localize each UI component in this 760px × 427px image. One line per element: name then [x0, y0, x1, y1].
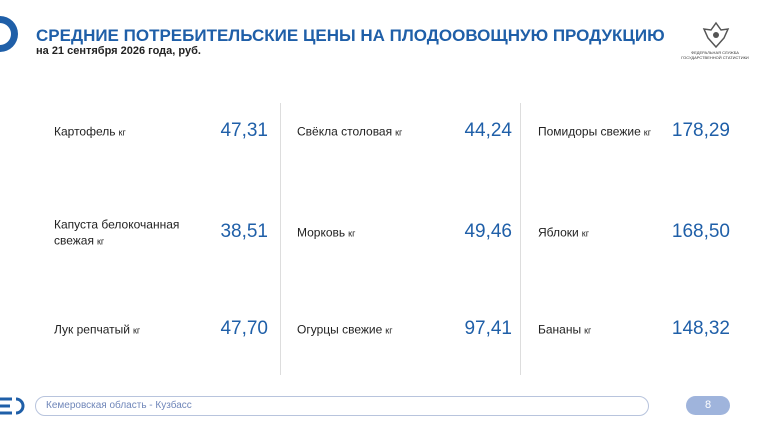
- item-unit: кг: [118, 127, 126, 138]
- emblem: [702, 21, 730, 49]
- item-unit: кг: [643, 127, 651, 138]
- logo-text: ФЕДЕРАЛЬНАЯ СЛУЖБА ГОСУДАРСТВЕННОЙ СТАТИ…: [681, 50, 749, 60]
- item-name: Лук репчатый кг: [54, 322, 204, 339]
- item-name: Свёкла столовая кг: [297, 124, 447, 141]
- item-price: 47,70: [220, 318, 268, 339]
- item-price: 168,50: [671, 221, 730, 242]
- item-unit: кг: [584, 325, 592, 336]
- item-name-text: Лук репчатый: [54, 322, 130, 337]
- item-price: 49,46: [464, 221, 512, 242]
- region: Кемеровская область - Кузбасс: [46, 400, 192, 411]
- item-name-text: Морковь: [297, 225, 346, 240]
- item-unit: кг: [385, 325, 393, 336]
- item-price: 38,51: [220, 221, 268, 242]
- item-name-text: Огурцы свежие: [297, 322, 383, 337]
- item-name-text: Бананы: [538, 322, 582, 337]
- item-unit: кг: [132, 325, 141, 336]
- footer-bar: [35, 396, 649, 416]
- item-name: Огурцы свежие кг: [297, 322, 447, 339]
- divider: [520, 103, 521, 375]
- item-unit: кг: [348, 228, 356, 239]
- item-price: 148,32: [671, 318, 730, 339]
- footer-mark: [0, 397, 25, 415]
- item-name: Картофель кг: [54, 124, 204, 141]
- item-unit: кг: [395, 127, 403, 138]
- item-price: 97,41: [464, 318, 512, 339]
- item-price: 178,29: [671, 120, 730, 141]
- item-name: Морковь кг: [297, 225, 447, 242]
- item-name: Бананы кг: [538, 322, 668, 339]
- item-price: 44,24: [464, 120, 512, 141]
- title: СРЕДНИЕ ПОТРЕБИТЕЛЬСКИЕ ЦЕНЫ НА ПЛОДООВО…: [36, 26, 665, 45]
- subtitle: на 21 сентября 2026 года, руб.: [36, 45, 201, 57]
- item-name: Помидоры свежие кг: [538, 124, 668, 141]
- item-name-text: Яблоки: [538, 225, 579, 240]
- brand-mark: [0, 16, 18, 52]
- item-name-text: Свёкла столовая: [297, 124, 393, 139]
- item-name-text: Помидоры свежие: [538, 124, 641, 139]
- item-unit: кг: [581, 228, 589, 239]
- item-name: Яблоки кг: [538, 225, 668, 242]
- item-price: 47,31: [220, 120, 268, 141]
- item-unit: кг: [96, 236, 105, 247]
- page-number: 8: [686, 396, 730, 415]
- item-name-text: Картофель: [54, 124, 116, 139]
- item-name: Капуста белокочанная свежая кг: [54, 217, 204, 250]
- item-name-text: Капуста белокочанная свежая: [54, 217, 180, 248]
- divider: [280, 103, 281, 375]
